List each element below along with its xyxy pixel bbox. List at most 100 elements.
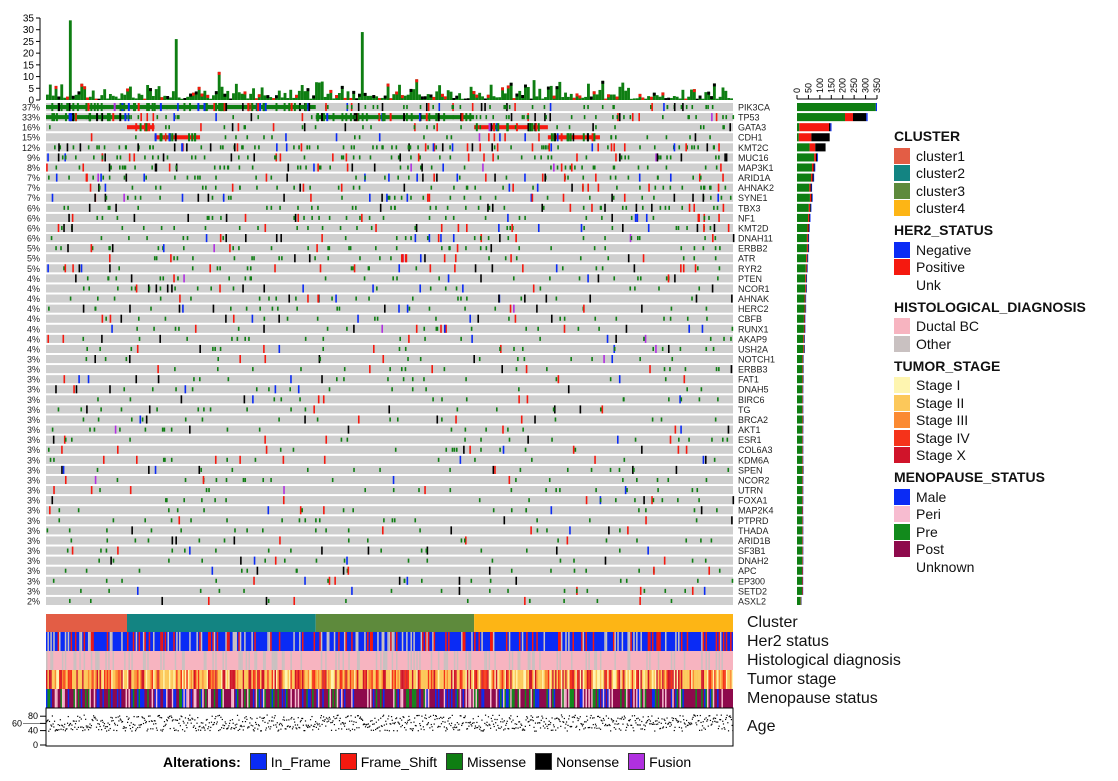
gene-percent-label: 3%	[27, 435, 40, 445]
mutation-mark	[521, 346, 524, 351]
age-point	[487, 725, 489, 727]
tumor-track-cell	[247, 670, 249, 689]
mutation-mark	[314, 256, 316, 261]
mutation-mark	[278, 314, 280, 323]
mutation-mark	[344, 236, 347, 241]
tumor-track-cell	[89, 670, 91, 689]
mutation-mark	[531, 193, 534, 202]
mutation-mark	[100, 548, 102, 553]
age-point	[426, 724, 428, 726]
mutation-block	[46, 105, 316, 110]
mutation-mark	[285, 133, 287, 142]
mutation-mark	[238, 155, 240, 160]
meno-track-cell	[147, 689, 149, 708]
mutation-mark	[615, 316, 618, 321]
age-point	[67, 715, 69, 718]
meno-track-cell	[706, 689, 709, 708]
age-point	[300, 719, 302, 722]
tumor-track-cell	[711, 670, 713, 689]
age-point	[444, 721, 446, 723]
meno-track-cell	[675, 689, 677, 708]
meno-track-cell	[273, 689, 275, 708]
mutation-mark	[263, 284, 266, 293]
gene-count-bar-segment	[803, 314, 805, 323]
mutation-mark	[186, 336, 188, 341]
mutation-mark	[562, 193, 565, 202]
age-point	[267, 722, 269, 724]
age-point	[377, 727, 379, 729]
tmb-bar	[721, 87, 725, 100]
age-point	[375, 721, 377, 723]
age-point	[281, 723, 283, 725]
tumor-track-cell	[74, 670, 77, 689]
tumor-track-cell	[190, 670, 193, 689]
mutation-mark	[656, 153, 659, 162]
mutation-mark	[227, 165, 230, 170]
mutation-mark	[257, 225, 259, 231]
age-point	[185, 724, 187, 726]
tumor-track-cell	[581, 670, 583, 689]
mutation-mark	[103, 145, 106, 150]
tumor-track-cell	[469, 670, 472, 689]
mutation-mark	[713, 145, 715, 150]
age-point	[667, 723, 670, 725]
tmb-bar	[88, 96, 92, 100]
age-point	[505, 722, 508, 724]
tumor-track-cell	[115, 670, 117, 689]
meno-track-cell	[682, 689, 684, 708]
gene-count-bar-segment	[797, 365, 803, 374]
her2-track-cell	[605, 632, 608, 651]
age-point	[159, 716, 161, 719]
mutation-mark	[664, 205, 667, 210]
age-point	[516, 715, 518, 718]
age-point	[330, 729, 333, 731]
tmb-bar-segment	[329, 89, 333, 93]
age-point	[350, 715, 352, 717]
meno-track-cell	[469, 689, 472, 708]
gene-count-bar-segment	[814, 153, 816, 162]
mutation-mark	[718, 155, 720, 160]
meno-track-cell	[565, 689, 567, 708]
mutation-mark	[63, 375, 66, 384]
her2-track-cell	[715, 632, 718, 651]
age-point	[703, 727, 705, 729]
mutation-mark	[474, 264, 477, 273]
age-point	[372, 723, 374, 725]
age-point	[319, 725, 321, 727]
age-point	[427, 723, 429, 725]
tumor-track-cell	[384, 670, 386, 689]
mutation-mark	[349, 246, 352, 251]
mutation-mark	[379, 467, 381, 472]
mutation-mark	[608, 526, 610, 535]
mutation-mark	[116, 477, 119, 483]
tumor-track-cell	[385, 670, 388, 689]
meno-track-cell	[179, 689, 181, 708]
tmb-bar	[346, 91, 350, 100]
mutation-mark	[436, 123, 438, 132]
tmb-bar-segment	[97, 98, 101, 100]
gene-row-bg	[46, 153, 733, 162]
mutation-mark	[485, 246, 488, 251]
mutation-mark	[634, 498, 636, 503]
age-point	[402, 716, 404, 718]
her2-track-cell	[200, 632, 203, 651]
mutation-mark	[331, 296, 333, 301]
age-point	[116, 724, 119, 726]
mutation-mark	[678, 145, 681, 150]
mutation-mark	[428, 234, 431, 243]
age-point	[717, 727, 720, 730]
gene-count-bar-segment	[807, 254, 808, 263]
hist-track-cell	[325, 651, 327, 670]
mutation-mark	[693, 246, 696, 251]
mutation-mark	[99, 346, 101, 351]
age-point	[388, 715, 390, 717]
age-point	[249, 722, 251, 724]
age-point	[449, 717, 451, 719]
mutation-mark	[667, 477, 670, 483]
age-point	[657, 717, 659, 719]
meno-track-cell	[209, 689, 211, 708]
age-point	[254, 721, 257, 724]
mutation-mark	[668, 397, 670, 402]
mutation-mark	[346, 105, 349, 110]
gene-percent-label: 3%	[27, 415, 40, 425]
